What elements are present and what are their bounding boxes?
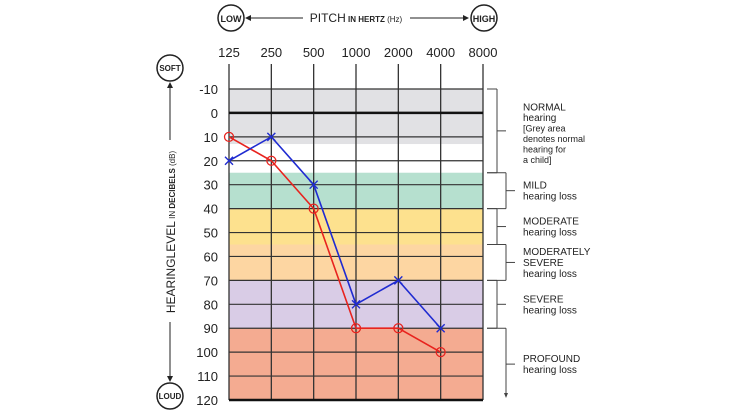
data-point-x [351, 299, 361, 309]
x-tick-label: 2000 [384, 45, 413, 60]
x-tick-label: 125 [218, 45, 240, 60]
data-point-circle [308, 203, 319, 214]
x-tick-label: 500 [303, 45, 325, 60]
y-axis-title-part: (dB) [168, 151, 177, 169]
low-circle [217, 4, 245, 32]
x-tick-label: 250 [260, 45, 282, 60]
y-tick-label: 100 [196, 345, 218, 360]
y-tick-label: 120 [196, 393, 218, 408]
range-description: hearing loss [523, 228, 577, 239]
range-description: SEVERE [523, 258, 564, 269]
range-title: MILD [523, 181, 547, 192]
soft-label: SOFT [159, 64, 180, 73]
y-tick-label: 110 [197, 369, 218, 384]
down-arrow-icon [167, 376, 173, 382]
y-tick-label: 60 [204, 249, 218, 264]
x-axis-title-part: HERTZ [356, 15, 385, 24]
loud-circle [156, 382, 184, 410]
y-tick-label: 0 [211, 106, 218, 121]
data-point-x [393, 275, 403, 285]
range-description: hearing loss [523, 269, 577, 280]
data-point-circle [393, 323, 404, 334]
data-point-x [224, 156, 234, 166]
y-tick-label: -10 [199, 82, 218, 97]
range-description: hearing [523, 113, 556, 124]
x-axis-title: PITCH IN HERTZ (Hz) [310, 11, 403, 25]
y-tick-label: 90 [204, 321, 218, 336]
x-axis-title-part: PITCH [310, 11, 346, 25]
x-axis-title-part: IN [346, 15, 356, 24]
y-axis-title-part: HEARINGLEVEL [164, 221, 178, 313]
up-arrow-icon [167, 82, 173, 88]
left-arrow-icon [245, 15, 251, 21]
y-tick-label: 40 [204, 202, 218, 217]
range-title: NORMAL [523, 102, 566, 113]
range-description: hearing loss [523, 365, 577, 376]
high-circle [470, 4, 498, 32]
bracket-arrow-icon [504, 393, 508, 398]
data-point-x [436, 323, 446, 333]
y-tick-label: 30 [204, 178, 218, 193]
data-point-circle [223, 131, 235, 142]
x-tick-label: 8000 [469, 45, 498, 60]
y-tick-label: 70 [204, 273, 218, 288]
range-description: [Grey area [523, 123, 566, 133]
right-arrow-icon [463, 15, 469, 21]
range-title: MODERATE [523, 217, 579, 228]
x-axis-title-part: (Hz) [385, 15, 403, 24]
range-description: hearing loss [523, 305, 577, 316]
series-line-1 [228, 135, 442, 329]
range-description: hearing for [523, 144, 566, 154]
series-line-0 [228, 136, 442, 353]
y-axis-title-part: IN [168, 211, 177, 221]
y-tick-label: 50 [204, 226, 218, 241]
range-title: MODERATELY [523, 247, 591, 258]
high-label: HIGH [473, 14, 496, 24]
data-point-circle [350, 323, 362, 334]
y-axis-title-part: DECIBELS [168, 168, 177, 211]
range-description: a child] [523, 155, 552, 165]
y-tick-label: 20 [204, 154, 218, 169]
data-point-circle [435, 347, 446, 358]
range-description: hearing loss [523, 192, 577, 203]
range-description: denotes normal [523, 134, 585, 144]
y-tick-label: 10 [204, 130, 218, 145]
y-axis-title: HEARINGLEVEL IN DECIBELS (dB) [164, 151, 178, 314]
data-point-circle [266, 155, 277, 166]
data-point-x [266, 132, 276, 142]
x-tick-label: 1000 [342, 45, 371, 60]
data-point-x [309, 180, 319, 190]
low-label: LOW [221, 14, 242, 24]
y-tick-label: 80 [204, 297, 218, 312]
x-tick-label: 4000 [426, 45, 455, 60]
range-title: SEVERE [523, 294, 564, 305]
range-title: PROFOUND [523, 354, 580, 365]
soft-circle [156, 54, 184, 82]
loud-label: LOUD [159, 392, 182, 401]
